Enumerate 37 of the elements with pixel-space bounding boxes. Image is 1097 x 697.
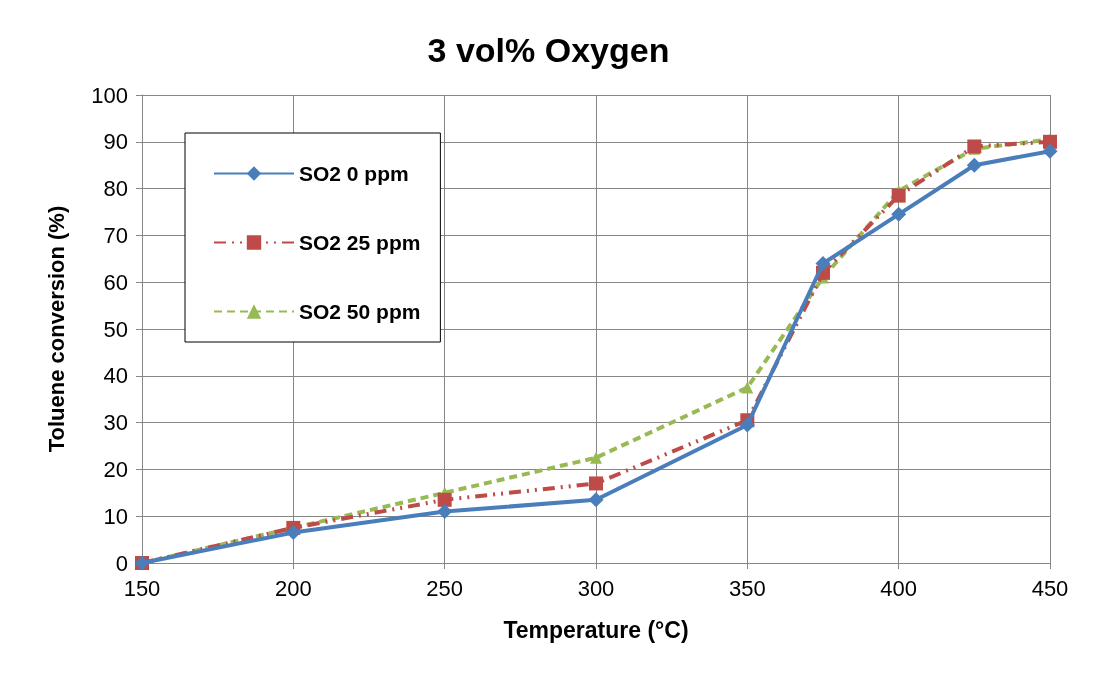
x-tick-label: 300 (577, 575, 615, 601)
point (1042, 143, 1058, 159)
point (741, 381, 754, 394)
y-tick-label: 50 (103, 316, 128, 342)
x-axis-title: Temperature (°C) (503, 616, 689, 643)
point (588, 492, 604, 508)
y-tick-label: 60 (103, 269, 128, 295)
x-tick-label: 150 (123, 575, 161, 601)
point (739, 417, 755, 433)
y-tick-label: 70 (103, 222, 128, 248)
x-tick-label: 200 (274, 575, 312, 601)
point (437, 492, 452, 507)
x-tick-label: 400 (880, 575, 918, 601)
x-tick-label: 450 (1031, 575, 1069, 601)
legend-label: SO2 25 ppm (299, 231, 421, 254)
y-tick-label: 90 (103, 129, 128, 155)
legend-label: SO2 0 ppm (299, 162, 409, 185)
point (285, 525, 301, 541)
legend-label: SO2 50 ppm (299, 300, 421, 323)
point (891, 206, 907, 222)
point (815, 255, 831, 271)
point (891, 188, 906, 203)
x-tick-label: 350 (728, 575, 766, 601)
point (590, 451, 602, 464)
x-tick-label: 250 (426, 575, 464, 601)
y-axis-title: Toluene conversion (%) (43, 205, 69, 453)
chart-title: 3 vol% Oxygen (427, 31, 670, 69)
y-tick-label: 0 (115, 550, 128, 576)
y-tick-label: 100 (91, 82, 128, 108)
y-tick-label: 80 (103, 176, 128, 202)
y-tick-label: 20 (103, 456, 128, 482)
point (437, 504, 453, 520)
y-tick-label: 10 (103, 503, 128, 529)
point (966, 157, 982, 173)
y-tick-label: 30 (103, 410, 128, 436)
y-tick-label: 40 (103, 363, 128, 389)
point (589, 476, 603, 491)
